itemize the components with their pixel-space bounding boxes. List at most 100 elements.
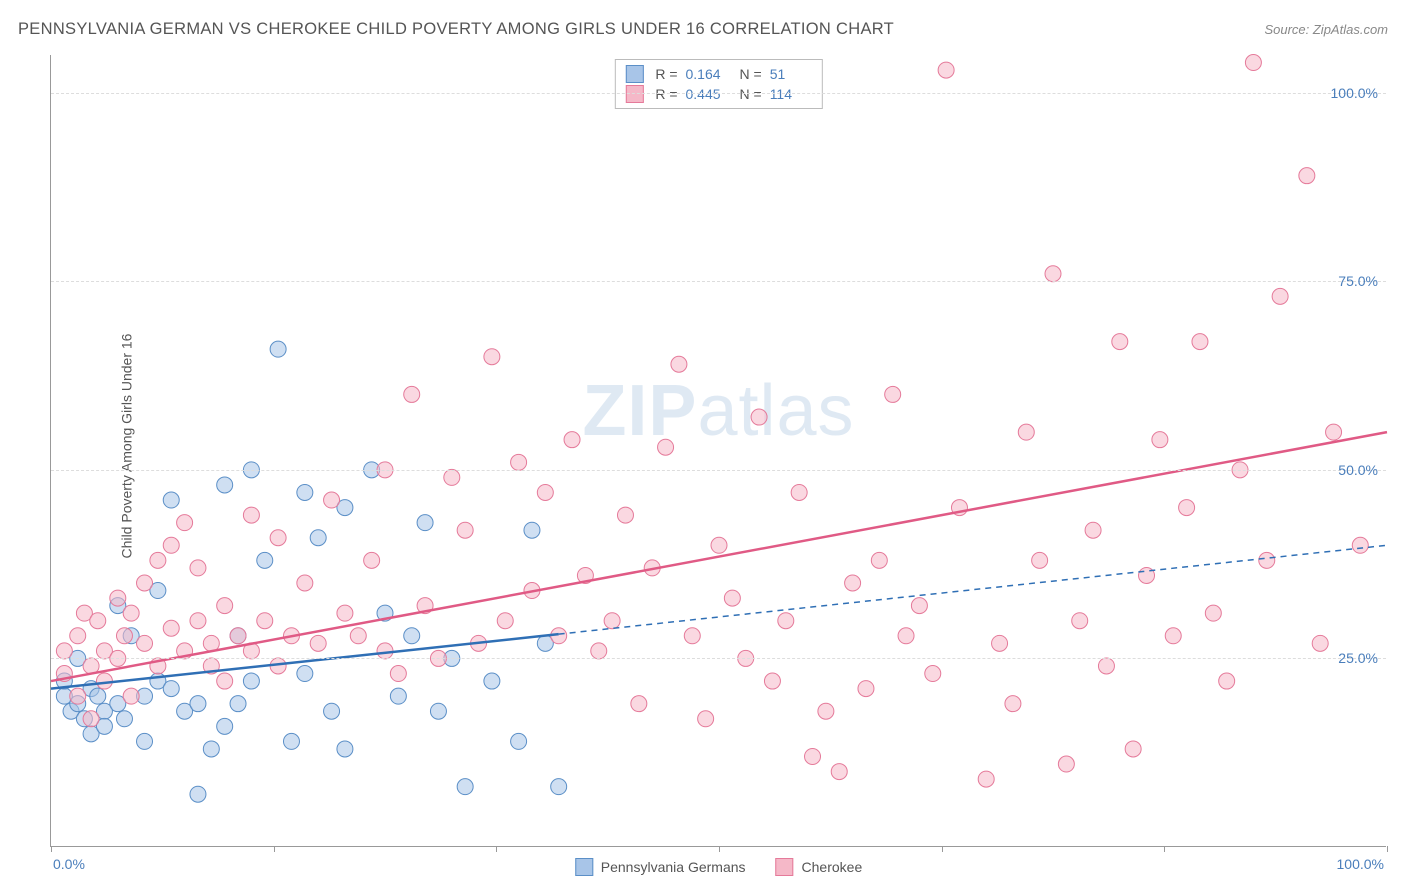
- data-point: [90, 613, 106, 629]
- data-point: [1312, 635, 1328, 651]
- correlation-stats-box: R =0.164N =51R =0.445N =114: [614, 59, 822, 109]
- data-point: [1165, 628, 1181, 644]
- data-point: [898, 628, 914, 644]
- legend-swatch: [776, 858, 794, 876]
- data-point: [1045, 266, 1061, 282]
- data-point: [163, 492, 179, 508]
- legend-swatch: [575, 858, 593, 876]
- data-point: [1179, 500, 1195, 516]
- stats-row: R =0.164N =51: [625, 64, 811, 84]
- y-tick-label: 100.0%: [1331, 85, 1378, 101]
- data-point: [764, 673, 780, 689]
- data-point: [1259, 552, 1275, 568]
- data-point: [497, 613, 513, 629]
- data-point: [230, 628, 246, 644]
- data-point: [137, 635, 153, 651]
- data-point: [1352, 537, 1368, 553]
- chart-title: PENNSYLVANIA GERMAN VS CHEROKEE CHILD PO…: [18, 20, 894, 39]
- n-value: 114: [770, 86, 812, 102]
- y-tick-label: 25.0%: [1338, 650, 1378, 666]
- scatter-svg: [51, 55, 1386, 846]
- data-point: [617, 507, 633, 523]
- data-point: [858, 681, 874, 697]
- data-point: [978, 771, 994, 787]
- data-point: [1098, 658, 1114, 674]
- data-point: [90, 688, 106, 704]
- chart-plot-area: ZIPatlas R =0.164N =51R =0.445N =114 Pen…: [50, 55, 1386, 847]
- data-point: [604, 613, 620, 629]
- r-label: R =: [655, 66, 677, 82]
- data-point: [137, 575, 153, 591]
- data-point: [591, 643, 607, 659]
- data-point: [190, 696, 206, 712]
- data-point: [1219, 673, 1235, 689]
- x-tick: [496, 846, 497, 852]
- r-value: 0.445: [686, 86, 728, 102]
- data-point: [217, 598, 233, 614]
- data-point: [511, 733, 527, 749]
- data-point: [845, 575, 861, 591]
- data-point: [404, 628, 420, 644]
- data-point: [310, 530, 326, 546]
- data-point: [791, 484, 807, 500]
- data-point: [457, 779, 473, 795]
- x-tick: [942, 846, 943, 852]
- data-point: [217, 718, 233, 734]
- data-point: [257, 613, 273, 629]
- data-point: [243, 507, 259, 523]
- data-point: [390, 666, 406, 682]
- data-point: [818, 703, 834, 719]
- data-point: [56, 643, 72, 659]
- data-point: [1085, 522, 1101, 538]
- data-point: [377, 643, 393, 659]
- data-point: [83, 711, 99, 727]
- gridline: [51, 470, 1386, 471]
- y-tick-label: 50.0%: [1338, 462, 1378, 478]
- data-point: [537, 484, 553, 500]
- data-point: [297, 484, 313, 500]
- data-point: [163, 537, 179, 553]
- stats-row: R =0.445N =114: [625, 84, 811, 104]
- data-point: [724, 590, 740, 606]
- gridline: [51, 281, 1386, 282]
- data-point: [116, 628, 132, 644]
- data-point: [938, 62, 954, 78]
- x-tick: [1387, 846, 1388, 852]
- data-point: [1072, 613, 1088, 629]
- data-point: [511, 454, 527, 470]
- data-point: [778, 613, 794, 629]
- x-tick-label-right: 100.0%: [1337, 856, 1384, 872]
- data-point: [390, 688, 406, 704]
- chart-header: PENNSYLVANIA GERMAN VS CHEROKEE CHILD PO…: [18, 20, 1388, 39]
- series-swatch: [625, 65, 643, 83]
- x-tick: [51, 846, 52, 852]
- legend-item: Pennsylvania Germans: [575, 858, 746, 876]
- data-point: [1032, 552, 1048, 568]
- data-point: [1326, 424, 1342, 440]
- data-point: [631, 696, 647, 712]
- data-point: [1125, 741, 1141, 757]
- data-point: [310, 635, 326, 651]
- data-point: [137, 733, 153, 749]
- x-tick: [1164, 846, 1165, 852]
- n-value: 51: [770, 66, 812, 82]
- data-point: [123, 605, 139, 621]
- data-point: [430, 703, 446, 719]
- data-point: [805, 748, 821, 764]
- data-point: [324, 703, 340, 719]
- data-point: [324, 492, 340, 508]
- trend-line-dashed: [559, 545, 1387, 634]
- data-point: [230, 696, 246, 712]
- data-point: [1152, 432, 1168, 448]
- data-point: [70, 628, 86, 644]
- data-point: [243, 673, 259, 689]
- data-point: [297, 666, 313, 682]
- data-point: [484, 349, 500, 365]
- data-point: [698, 711, 714, 727]
- data-point: [551, 779, 567, 795]
- data-point: [1112, 334, 1128, 350]
- data-point: [1192, 334, 1208, 350]
- data-point: [1205, 605, 1221, 621]
- r-value: 0.164: [686, 66, 728, 82]
- data-point: [337, 741, 353, 757]
